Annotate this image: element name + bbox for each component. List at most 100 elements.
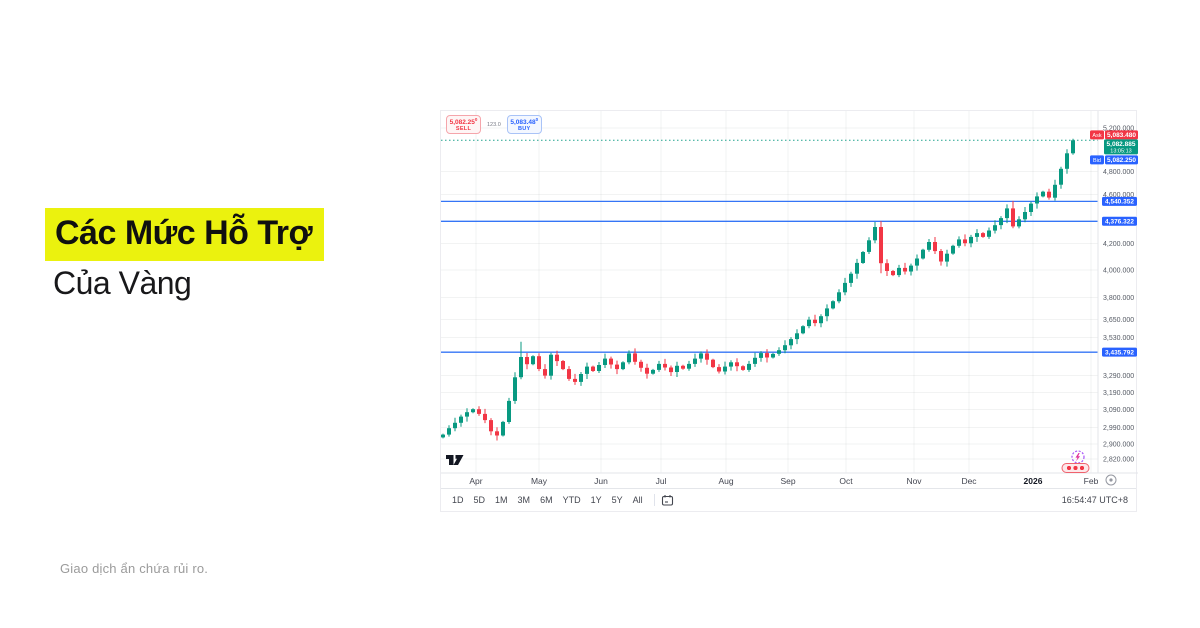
price-axis[interactable]: 5,200.000 4,800.000 4,600.000 4,200.000 4,00… bbox=[1103, 126, 1134, 464]
candle-body bbox=[471, 409, 475, 413]
candle-body bbox=[477, 409, 481, 414]
candle-body bbox=[969, 236, 973, 244]
candle-body bbox=[633, 353, 637, 362]
headline-highlight: Các Mức Hỗ Trợ bbox=[45, 208, 325, 262]
bid-price-text: 5,082.250 bbox=[1107, 157, 1136, 164]
candle-body bbox=[615, 364, 619, 370]
candle-body bbox=[741, 366, 745, 370]
bid-tag-text: Bid bbox=[1093, 158, 1101, 164]
candle-body bbox=[783, 345, 787, 351]
candle-body bbox=[795, 333, 799, 340]
candle-body bbox=[753, 357, 757, 364]
range-button-5y[interactable]: 5Y bbox=[611, 495, 623, 505]
candlestick-chart: 5,200.000 4,800.000 4,600.000 4,200.000 4,00… bbox=[441, 111, 1138, 486]
candle-body bbox=[717, 367, 721, 372]
range-button-1m[interactable]: 1M bbox=[495, 495, 508, 505]
bar-countdown-text: 13:05:13 bbox=[1110, 149, 1131, 155]
reaction-emoji-icon bbox=[1066, 465, 1072, 471]
buy-label: BUY bbox=[518, 126, 531, 133]
footer-divider bbox=[653, 494, 655, 506]
time-axis-label: 2026 bbox=[1024, 476, 1043, 486]
candle-body bbox=[573, 378, 577, 382]
candle-body bbox=[837, 292, 841, 302]
candle-body bbox=[693, 358, 697, 364]
price-axis-label: 3,190.000 bbox=[1103, 390, 1134, 397]
candle-body bbox=[591, 366, 595, 371]
candle-body bbox=[1071, 140, 1075, 154]
support-label-text: 4,540.352 bbox=[1105, 199, 1134, 206]
candle-body bbox=[849, 273, 853, 283]
price-axis-label: 5,200.000 bbox=[1103, 126, 1134, 133]
candle-body bbox=[801, 326, 805, 334]
candle-body bbox=[507, 400, 511, 422]
candle-body bbox=[465, 412, 469, 417]
headline-block: Các Mức Hỗ Trợ Của Vàng bbox=[45, 208, 325, 302]
candle-body bbox=[513, 377, 517, 401]
candle-body bbox=[987, 230, 991, 237]
time-axis-label: Jun bbox=[594, 476, 608, 486]
candle-body bbox=[543, 369, 547, 376]
time-axis[interactable]: Apr May Jun Jul Aug Sep Oct Nov Dec 2026 Feb bbox=[469, 476, 1098, 486]
candle-body bbox=[453, 422, 457, 429]
candle-body bbox=[807, 319, 811, 327]
candle-body bbox=[735, 362, 739, 367]
candle-body bbox=[687, 363, 691, 369]
candle-body bbox=[1047, 191, 1051, 198]
range-button-6m[interactable]: 6M bbox=[540, 495, 553, 505]
candle-body bbox=[771, 353, 775, 358]
candle-body bbox=[501, 421, 505, 436]
candle-body bbox=[813, 319, 817, 324]
ask-price-text: 5,083.480 bbox=[1107, 132, 1136, 139]
range-button-1y[interactable]: 1Y bbox=[590, 495, 602, 505]
tradingview-logo[interactable] bbox=[446, 455, 464, 465]
candlestick-series bbox=[441, 138, 1075, 441]
price-axis-label: 4,600.000 bbox=[1103, 192, 1134, 199]
range-button-5d[interactable]: 5D bbox=[473, 495, 486, 505]
time-axis-label: Oct bbox=[839, 476, 853, 486]
time-axis-label: Feb bbox=[1084, 476, 1099, 486]
candle-body bbox=[1041, 191, 1045, 197]
range-button-all[interactable]: All bbox=[632, 495, 643, 505]
candle-body bbox=[957, 239, 961, 246]
candle-body bbox=[699, 353, 703, 359]
price-axis-label: 4,200.000 bbox=[1103, 241, 1134, 248]
candle-body bbox=[1059, 168, 1063, 185]
candle-body bbox=[867, 240, 871, 252]
candle-body bbox=[1017, 219, 1021, 227]
chart-settings-icon[interactable] bbox=[1105, 474, 1117, 486]
candle-body bbox=[789, 339, 793, 346]
time-axis-label: Apr bbox=[469, 476, 482, 486]
last-price-box bbox=[1104, 139, 1138, 155]
calendar-icon[interactable] bbox=[661, 494, 674, 507]
candle-body bbox=[1023, 212, 1027, 220]
bid-label: Bid 5,082.250 bbox=[1090, 155, 1138, 165]
candle-body bbox=[939, 251, 943, 262]
range-button-3m[interactable]: 3M bbox=[517, 495, 531, 505]
lightning-icon bbox=[1075, 453, 1081, 462]
time-axis-label: Sep bbox=[780, 476, 795, 486]
candle-body bbox=[855, 262, 859, 274]
candle-body bbox=[879, 227, 883, 264]
buy-button[interactable]: 5,083.480 BUY bbox=[506, 115, 542, 134]
candle-body bbox=[1035, 196, 1039, 204]
range-button-ytd[interactable]: YTD bbox=[562, 495, 581, 505]
price-axis-label: 4,000.000 bbox=[1103, 267, 1134, 274]
sell-button[interactable]: 5,082.250 SELL bbox=[446, 115, 481, 134]
range-button-1d[interactable]: 1D bbox=[452, 495, 464, 505]
widget-footer: 1D 5D 1M 3M 6M YTD 1Y 5Y All 16:54:47 UTC+8 bbox=[441, 488, 1136, 511]
chart-widget: 5,200.000 4,800.000 4,600.000 4,200.000 4,00… bbox=[440, 110, 1138, 512]
price-axis-label: 2,990.000 bbox=[1103, 425, 1134, 432]
candle-body bbox=[1065, 153, 1069, 169]
support-lines bbox=[441, 200, 1098, 353]
candle-body bbox=[1005, 208, 1009, 219]
candle-body bbox=[861, 252, 865, 263]
settings-dot bbox=[1109, 478, 1113, 482]
candle-body bbox=[579, 374, 583, 382]
candle-body bbox=[627, 353, 631, 363]
price-axis-label: 2,900.000 bbox=[1103, 441, 1134, 448]
candle-body bbox=[825, 308, 829, 317]
candle-body bbox=[459, 416, 463, 423]
support-label-box bbox=[1102, 347, 1137, 357]
support-price-label: 4,376.322 bbox=[1102, 216, 1137, 226]
